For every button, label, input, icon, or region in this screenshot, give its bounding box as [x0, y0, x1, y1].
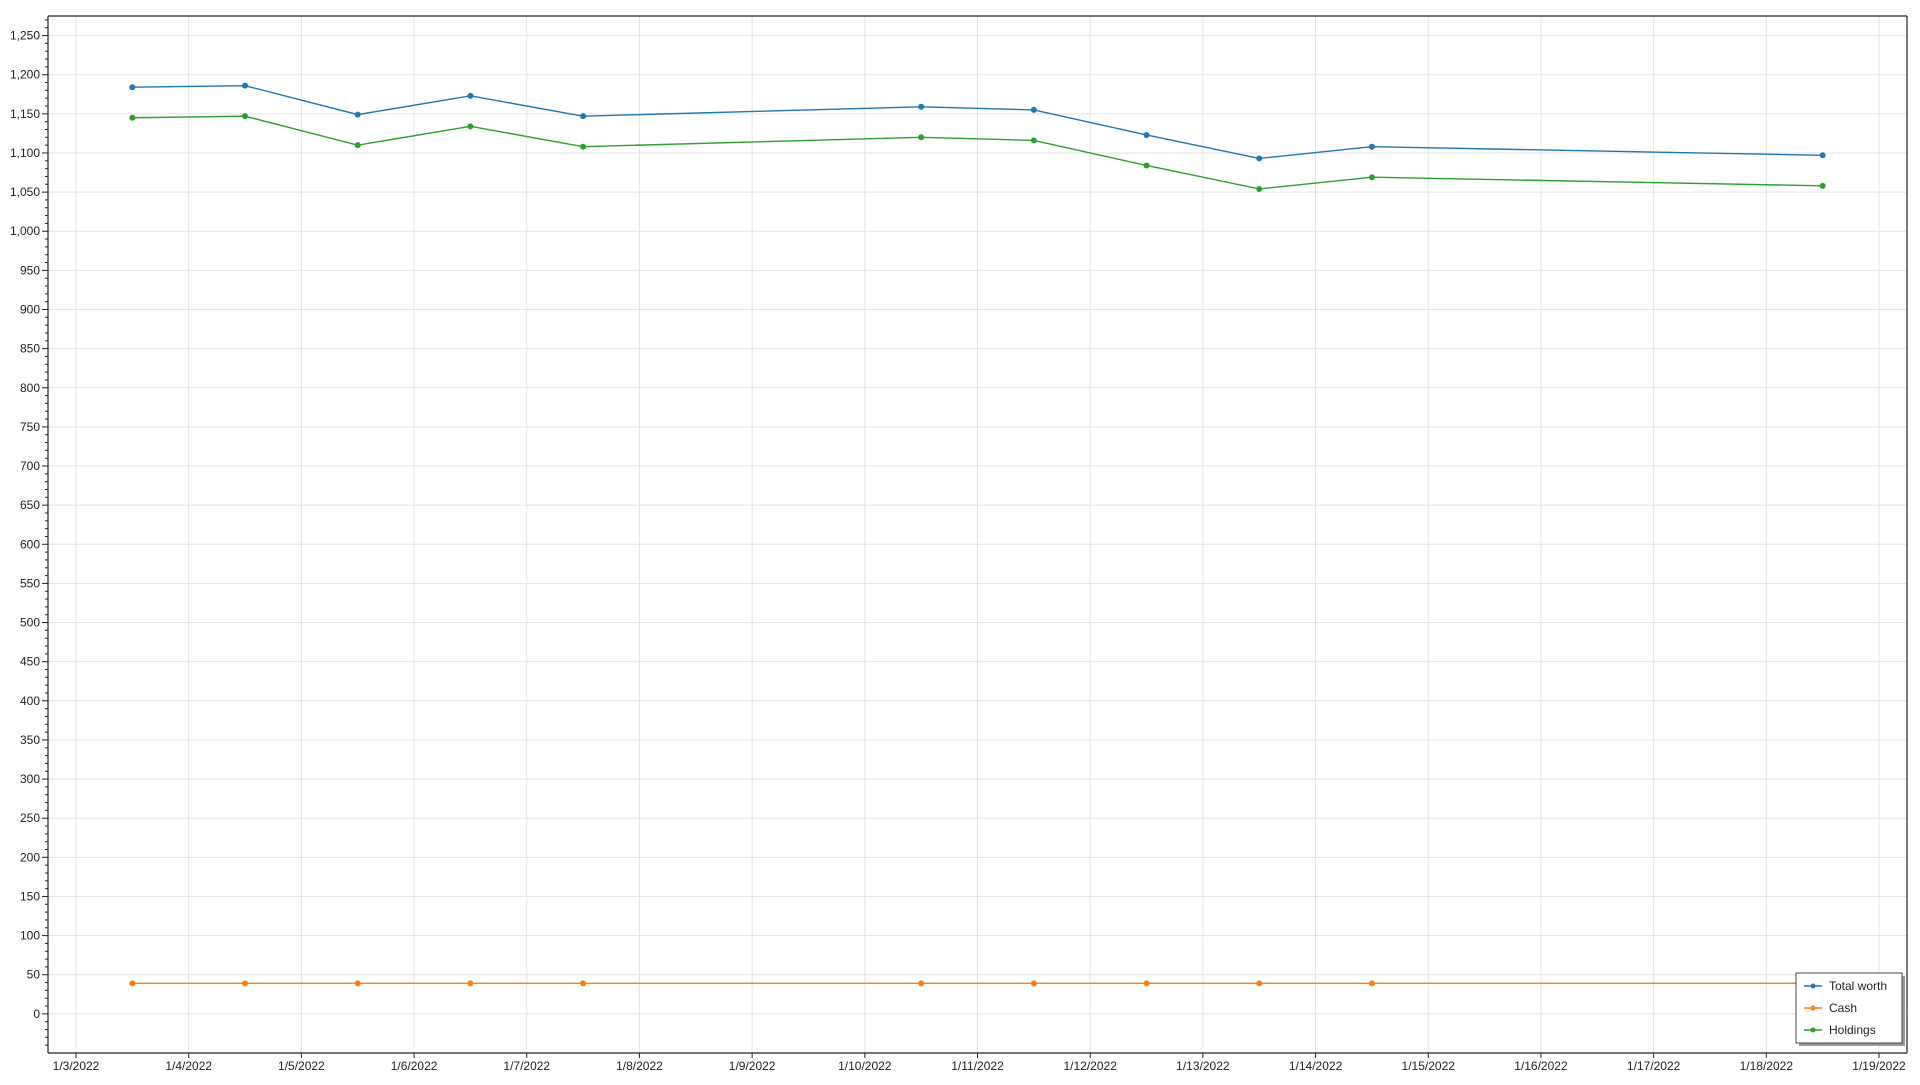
x-tick-label: 1/15/2022 [1402, 1059, 1456, 1073]
data-point [1368, 143, 1375, 150]
data-point [242, 113, 249, 120]
data-point [1143, 980, 1150, 987]
data-point [467, 123, 474, 130]
y-tick-label: 950 [20, 263, 40, 277]
data-point [354, 111, 361, 118]
y-tick-label: 1,050 [10, 185, 40, 199]
y-tick-label: 0 [33, 1007, 40, 1021]
y-tick-label: 350 [20, 733, 40, 747]
y-tick-label: 150 [20, 889, 40, 903]
legend-label: Holdings [1829, 1023, 1876, 1037]
y-tick-label: 500 [20, 616, 40, 630]
y-tick-label: 850 [20, 342, 40, 356]
series [129, 82, 1826, 987]
y-tick-label: 450 [20, 655, 40, 669]
legend-label: Cash [1829, 1001, 1857, 1015]
data-point [580, 113, 587, 120]
x-tick-label: 1/3/2022 [53, 1059, 100, 1073]
y-tick-label: 800 [20, 381, 40, 395]
data-point [918, 980, 925, 987]
data-point [1143, 162, 1150, 169]
legend-swatch-marker [1810, 983, 1816, 989]
grid [48, 16, 1907, 1053]
legend-swatch-marker [1810, 1027, 1816, 1033]
series-total-worth [129, 82, 1826, 162]
data-point [918, 103, 925, 110]
data-point [354, 980, 361, 987]
data-point [242, 82, 249, 89]
x-tick-label: 1/6/2022 [391, 1059, 438, 1073]
data-point [129, 114, 136, 121]
data-point [1819, 152, 1826, 159]
data-point [129, 980, 136, 987]
legend-label: Total worth [1829, 979, 1887, 993]
data-point [1368, 174, 1375, 181]
axes: 0 50 100 150 200 250 300 350 400 450 500 550 600 650 7… [10, 15, 1908, 1073]
legend-entry: Cash [1804, 1001, 1857, 1015]
y-tick-label: 900 [20, 302, 40, 316]
y-tick-label: 1,250 [10, 29, 40, 43]
y-tick-label: 400 [20, 694, 40, 708]
data-point [1030, 106, 1037, 113]
y-tick-label: 700 [20, 459, 40, 473]
data-point [918, 134, 925, 141]
x-tick-label: 1/4/2022 [165, 1059, 212, 1073]
legend-swatch-marker [1810, 1005, 1816, 1011]
y-tick-label: 650 [20, 498, 40, 512]
x-tick-label: 1/19/2022 [1852, 1059, 1906, 1073]
data-point [580, 143, 587, 150]
y-tick-label: 1,100 [10, 146, 40, 160]
x-tick-label: 1/10/2022 [838, 1059, 892, 1073]
data-point [1030, 137, 1037, 144]
y-tick-label: 100 [20, 929, 40, 943]
y-tick-label: 1,000 [10, 224, 40, 238]
data-point [129, 84, 136, 91]
x-tick-label: 1/8/2022 [616, 1059, 663, 1073]
x-tick-label: 1/5/2022 [278, 1059, 325, 1073]
data-point [1368, 980, 1375, 987]
y-tick-label: 600 [20, 537, 40, 551]
legend-entry: Total worth [1804, 979, 1887, 993]
data-point [1256, 980, 1263, 987]
data-point [354, 142, 361, 149]
series-holdings [129, 113, 1826, 192]
data-point [1256, 185, 1263, 192]
data-point [1819, 182, 1826, 189]
x-tick-label: 1/16/2022 [1514, 1059, 1568, 1073]
y-tick-label: 550 [20, 576, 40, 590]
x-tick-label: 1/11/2022 [951, 1059, 1004, 1073]
x-tick-label: 1/18/2022 [1740, 1059, 1794, 1073]
y-tick-label: 300 [20, 772, 40, 786]
data-point [1030, 980, 1037, 987]
data-point [580, 980, 587, 987]
data-point [467, 92, 474, 99]
legend-entry: Holdings [1804, 1023, 1876, 1037]
x-tick-label: 1/13/2022 [1176, 1059, 1230, 1073]
x-tick-label: 1/9/2022 [729, 1059, 776, 1073]
y-tick-label: 1,150 [10, 107, 40, 121]
data-point [467, 980, 474, 987]
y-tick-label: 200 [20, 850, 40, 864]
data-point [242, 980, 249, 987]
data-point [1256, 155, 1263, 162]
y-tick-label: 750 [20, 420, 40, 434]
y-tick-label: 1,200 [10, 68, 40, 82]
y-tick-label: 250 [20, 811, 40, 825]
data-point [1143, 131, 1150, 138]
legend: Total worth Cash Holdings [1795, 972, 1905, 1046]
x-tick-label: 1/17/2022 [1627, 1059, 1681, 1073]
x-tick-label: 1/7/2022 [503, 1059, 550, 1073]
y-tick-label: 50 [27, 968, 41, 982]
x-tick-label: 1/14/2022 [1289, 1059, 1343, 1073]
x-tick-label: 1/12/2022 [1063, 1059, 1117, 1073]
